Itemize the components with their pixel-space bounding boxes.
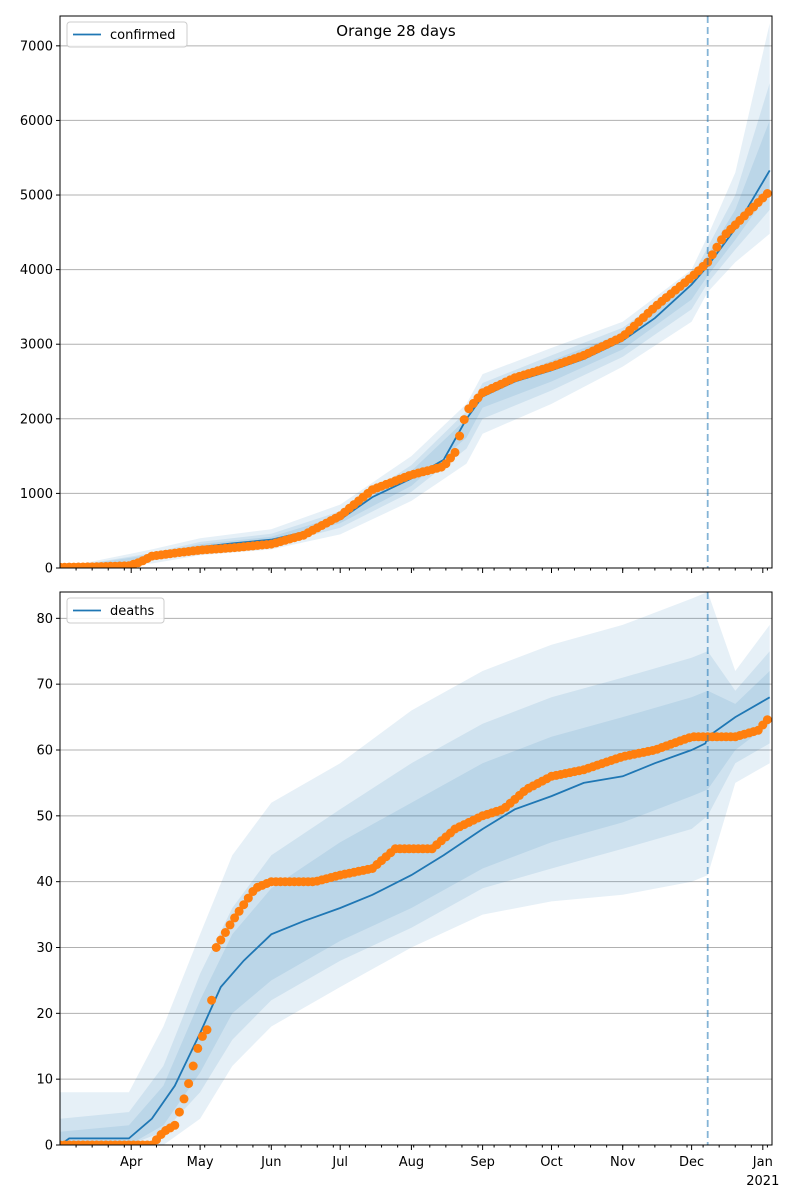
data-point [225,920,235,930]
legend-box [66,21,188,48]
x-tick-label: Apr [120,1155,143,1170]
data-point [174,1107,184,1117]
y-tick-label: 40 [36,875,53,890]
data-point [220,928,230,937]
x-tick-label: Jun [260,1155,281,1170]
uncertainty-band [60,671,770,1145]
x-tick-label: Dec [679,1155,704,1170]
data-point [207,995,217,1005]
data-point [239,900,249,910]
data-point [188,1061,198,1071]
y-tick-label: 50 [36,809,53,824]
x-tick-sublabel: 2021 [746,1174,779,1189]
uncertainty-band [60,23,770,568]
uncertainty-band [60,592,770,1145]
y-tick-label: 5000 [20,189,53,204]
series-line-confirmed [60,169,771,568]
axes-frame [59,15,773,569]
y-tick-label: 80 [36,612,53,627]
data-point [712,242,722,252]
x-tick-label: Aug [399,1155,424,1170]
plot-area [60,592,772,1145]
x-tick-label: Oct [540,1155,562,1170]
data-point [762,715,772,725]
plot-area [60,23,772,568]
data-point [197,1031,207,1041]
series-line-deaths [60,696,771,1145]
legend-box [66,597,165,624]
legend: deaths [66,597,165,624]
axes-frame [59,591,773,1146]
y-tick-label: 10 [36,1073,53,1088]
chart-title: Orange 28 days [336,22,456,40]
y-tick-label: 70 [36,678,53,693]
y-tick-label: 7000 [20,39,53,54]
deaths-panel: 0 10 20 30 40 50 60 70 80 Apr May Jun Jul Aug Sep Oct No… [36,591,779,1189]
data-point [243,893,253,903]
y-tick-label: 20 [36,1007,53,1022]
x-tick-label: May [187,1155,214,1170]
data-point [230,913,240,923]
confirmed-panel: 0 1000 2000 3000 4000 5000 6000 7000 Orange 28 d… [20,15,773,577]
data-point [193,1043,203,1053]
y-tick-label: 60 [36,744,53,759]
x-tick-label: Nov [610,1155,636,1170]
data-point [211,943,221,952]
data-point [216,935,226,945]
data-point [707,250,717,260]
y-tick-label: 3000 [20,338,53,353]
data-point [450,447,460,457]
legend-label: confirmed [110,28,176,43]
uncertainty-band [60,651,770,1145]
legend: confirmed [66,21,188,48]
y-tick-label: 0 [45,562,53,577]
data-point [234,906,244,916]
data-point [459,415,469,425]
y-tick-label: 1000 [20,487,53,502]
y-tick-label: 6000 [20,114,53,129]
y-tick-label: 2000 [20,412,53,427]
y-tick-label: 30 [36,941,53,956]
x-tick-label: Sep [470,1155,495,1170]
data-point [170,1120,180,1130]
legend-label: deaths [110,604,155,619]
y-tick-label: 4000 [20,263,53,278]
data-point [455,431,465,441]
data-point [202,1025,212,1035]
data-point [762,189,772,198]
data-point [179,1094,189,1104]
y-tick-label: 0 [45,1139,53,1154]
x-tick-label: Jan [752,1155,773,1170]
x-tick-label: Jul [331,1155,348,1170]
data-point [184,1079,194,1089]
